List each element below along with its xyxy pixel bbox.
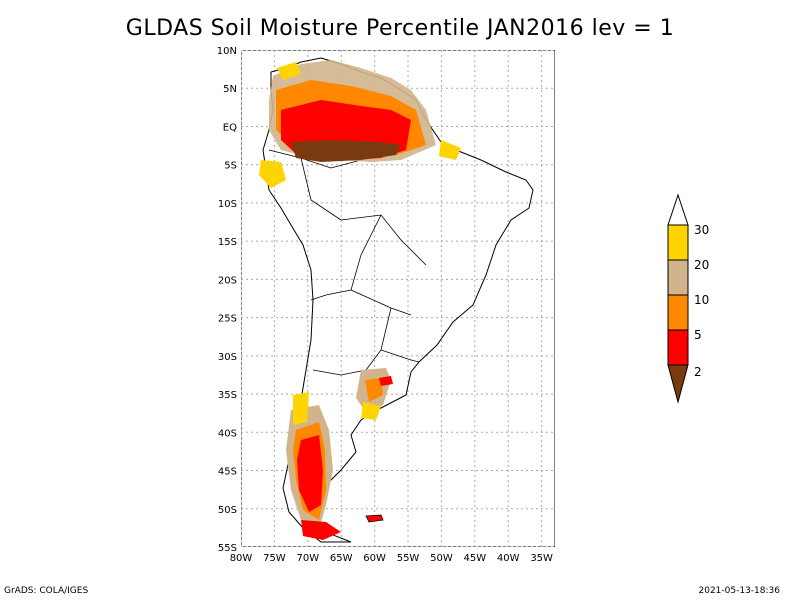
lat-tick-label: 45S [218, 467, 237, 478]
lon-tick-label: 50W [430, 553, 453, 564]
lat-tick-label: 5S [224, 161, 237, 172]
legend-brown-arrow [667, 364, 689, 404]
lat-tick-label: 20S [218, 275, 237, 286]
lon-tick-label: 55W [397, 553, 420, 564]
yellow-patch-northwest [277, 62, 301, 80]
lat-tick-label: 5N [223, 84, 237, 95]
lon-tick-label: 45W [464, 553, 487, 564]
red-patch-tierra-del-fuego [301, 520, 341, 540]
lon-tick-label: 60W [363, 553, 386, 564]
lon-tick-label: 65W [330, 553, 353, 564]
footer-right: 2021-05-13-18:36 [698, 586, 781, 596]
legend-red [667, 329, 689, 366]
footer-left: GrADS: COLA/IGES [4, 586, 89, 596]
map-title: GLDAS Soil Moisture Percentile JAN2016 l… [125, 16, 675, 41]
lat-tick-label: EQ [223, 122, 237, 133]
orange-patch-pampas [365, 378, 383, 402]
legend: 30 20 10 5 2 [667, 193, 709, 404]
lat-tick-label: 10S [218, 199, 237, 210]
red-patch-patagonia [297, 435, 323, 512]
yellow-patch-east [439, 140, 461, 160]
lat-tick-label: 40S [218, 428, 237, 439]
lon-tick-label: 70W [296, 553, 319, 564]
continent-outline [262, 57, 534, 543]
lat-tick-label: 35S [218, 390, 237, 401]
legend-white-arrow [667, 193, 689, 226]
legend-label-2: 2 [694, 365, 702, 379]
lon-tick-label: 40W [497, 553, 520, 564]
lon-tick-label: 75W [263, 553, 286, 564]
lat-tick-label: 30S [218, 352, 237, 363]
lat-tick-label: 15S [218, 237, 237, 248]
legend-yellow [667, 224, 689, 261]
lat-tick-label: 10N [217, 46, 237, 57]
yellow-patch-pampas [361, 402, 381, 420]
red-patch-pampas [379, 376, 393, 386]
legend-label-5: 5 [694, 328, 702, 342]
map-plot [241, 50, 555, 547]
brown-patch-equator [291, 140, 401, 162]
legend-orange [667, 294, 689, 331]
lat-tick-label: 25S [218, 314, 237, 325]
lat-tick-label: 55S [218, 543, 237, 554]
yellow-patch-patagonia [293, 392, 309, 425]
yellow-patch-west [259, 160, 286, 188]
legend-tan [667, 259, 689, 296]
lon-tick-label: 35W [530, 553, 553, 564]
legend-label-20: 20 [694, 258, 709, 272]
lat-tick-label: 50S [218, 505, 237, 516]
legend-label-10: 10 [694, 293, 709, 307]
lon-tick-label: 80W [230, 553, 253, 564]
legend-label-30: 30 [694, 223, 709, 237]
gridlines [241, 50, 555, 547]
data-shading [259, 60, 461, 540]
falklands-outline [365, 514, 384, 523]
